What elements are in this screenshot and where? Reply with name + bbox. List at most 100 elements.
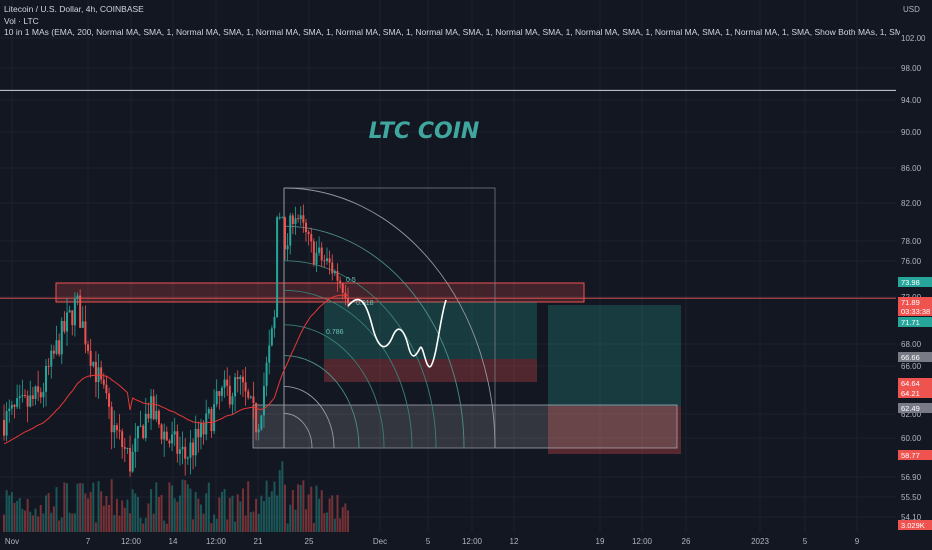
candle-body xyxy=(108,393,111,407)
x-tick-label: 2023 xyxy=(751,537,769,546)
volume-bar xyxy=(297,484,300,532)
candle-body xyxy=(320,247,323,261)
x-tick-label: 12:00 xyxy=(121,537,142,546)
candle-body xyxy=(347,298,349,304)
volume-bar xyxy=(63,482,66,532)
volume-bar xyxy=(52,506,55,532)
candle-body xyxy=(81,321,84,328)
candle-body xyxy=(312,241,315,265)
price-tag-bg xyxy=(898,297,932,307)
candle-body xyxy=(29,395,32,407)
candle-body xyxy=(39,392,42,398)
volume-bar xyxy=(241,488,244,532)
candle-body xyxy=(339,280,342,284)
volume-legend[interactable]: Vol · LTC xyxy=(4,16,39,26)
ema-line xyxy=(3,294,349,445)
volume-bar xyxy=(89,491,92,532)
candle-body xyxy=(323,260,326,262)
volume-bar xyxy=(291,490,294,532)
volume-bar xyxy=(336,495,339,532)
candle-body xyxy=(315,252,318,265)
ma-legend[interactable]: 10 in 1 MAs (EMA, 200, Normal MA, SMA, 1… xyxy=(4,27,900,37)
candle-body xyxy=(113,425,116,433)
volume-bar xyxy=(189,488,192,532)
volume-bar xyxy=(299,484,302,532)
candle-body xyxy=(283,217,286,250)
volume-bar xyxy=(16,500,19,532)
volume-bar xyxy=(234,521,237,532)
x-tick-label: 5 xyxy=(803,537,808,546)
volume-bar xyxy=(207,482,210,532)
candle-body xyxy=(89,350,92,366)
price-tag-bg xyxy=(898,403,932,413)
volume-bar xyxy=(339,518,342,532)
volume-bar xyxy=(323,512,326,532)
candle-body xyxy=(304,222,307,233)
y-tick-label: 86.00 xyxy=(901,164,922,173)
candle-body xyxy=(189,442,192,458)
candle-body xyxy=(220,387,223,396)
candle-body xyxy=(297,218,300,220)
volume-bar xyxy=(257,513,260,532)
candle-body xyxy=(126,448,129,450)
long-target-zone xyxy=(324,302,537,359)
candle-body xyxy=(178,449,181,454)
x-tick-label: Dec xyxy=(373,537,387,546)
price-tag-bg xyxy=(898,378,932,388)
volume-bar xyxy=(18,498,21,532)
candle-body xyxy=(100,367,103,380)
candle-body xyxy=(31,395,34,399)
symbol-legend[interactable]: Litecoin / U.S. Dollar, 4h, COINBASE xyxy=(4,4,144,14)
candle-body xyxy=(294,218,297,225)
volume-bar xyxy=(192,519,195,532)
candle-body xyxy=(228,385,231,405)
candle-body xyxy=(247,391,250,398)
candle-body xyxy=(255,402,258,433)
candle-body xyxy=(144,413,147,438)
volume-bar xyxy=(236,494,239,532)
candle-body xyxy=(234,377,237,397)
fib-arc xyxy=(283,385,335,449)
candle-body xyxy=(289,215,292,246)
second-stop-zone xyxy=(548,406,681,454)
candle-body xyxy=(142,425,145,438)
price-tag: 03:33:38 xyxy=(901,307,930,316)
volume-bar xyxy=(312,522,315,532)
candle-body xyxy=(202,423,205,435)
volume-bar xyxy=(239,501,242,532)
fib-arc xyxy=(283,187,496,449)
candle-body xyxy=(42,391,45,398)
volume-bar xyxy=(10,492,13,532)
volume-bar xyxy=(50,512,53,532)
x-tick-label: 12:00 xyxy=(632,537,653,546)
candle-body xyxy=(66,312,69,332)
x-tick-label: 14 xyxy=(169,537,178,546)
projected-path xyxy=(347,298,447,368)
price-tag-bg xyxy=(898,388,932,398)
volume-bar xyxy=(123,507,126,532)
volume-bar xyxy=(210,523,213,532)
volume-bar xyxy=(278,470,281,532)
y-tick-label: 68.00 xyxy=(901,340,922,349)
candle-body xyxy=(129,448,132,472)
volume-bar xyxy=(289,504,292,532)
time-axis-bg xyxy=(0,532,932,550)
candle-body xyxy=(252,396,255,403)
price-tag: 62.49 xyxy=(901,404,920,413)
candles xyxy=(3,204,349,477)
volume-bar xyxy=(144,517,147,532)
time-axis: Nov 7 12:00 14 12:00 21 25 Dec 5 12:00 12 19 12:00 26… xyxy=(0,532,932,550)
x-tick-label: 25 xyxy=(305,537,314,546)
candle-body xyxy=(8,408,11,412)
x-tick-label: 21 xyxy=(254,537,263,546)
y-tick-label: 78.00 xyxy=(901,237,922,246)
candle-body xyxy=(63,320,66,332)
x-tick-label: 5 xyxy=(426,537,431,546)
fib-arc xyxy=(283,324,385,449)
candle-body xyxy=(328,258,331,263)
price-tag-bg xyxy=(898,352,932,362)
candle-body xyxy=(244,382,247,392)
volume-bar xyxy=(131,489,134,532)
